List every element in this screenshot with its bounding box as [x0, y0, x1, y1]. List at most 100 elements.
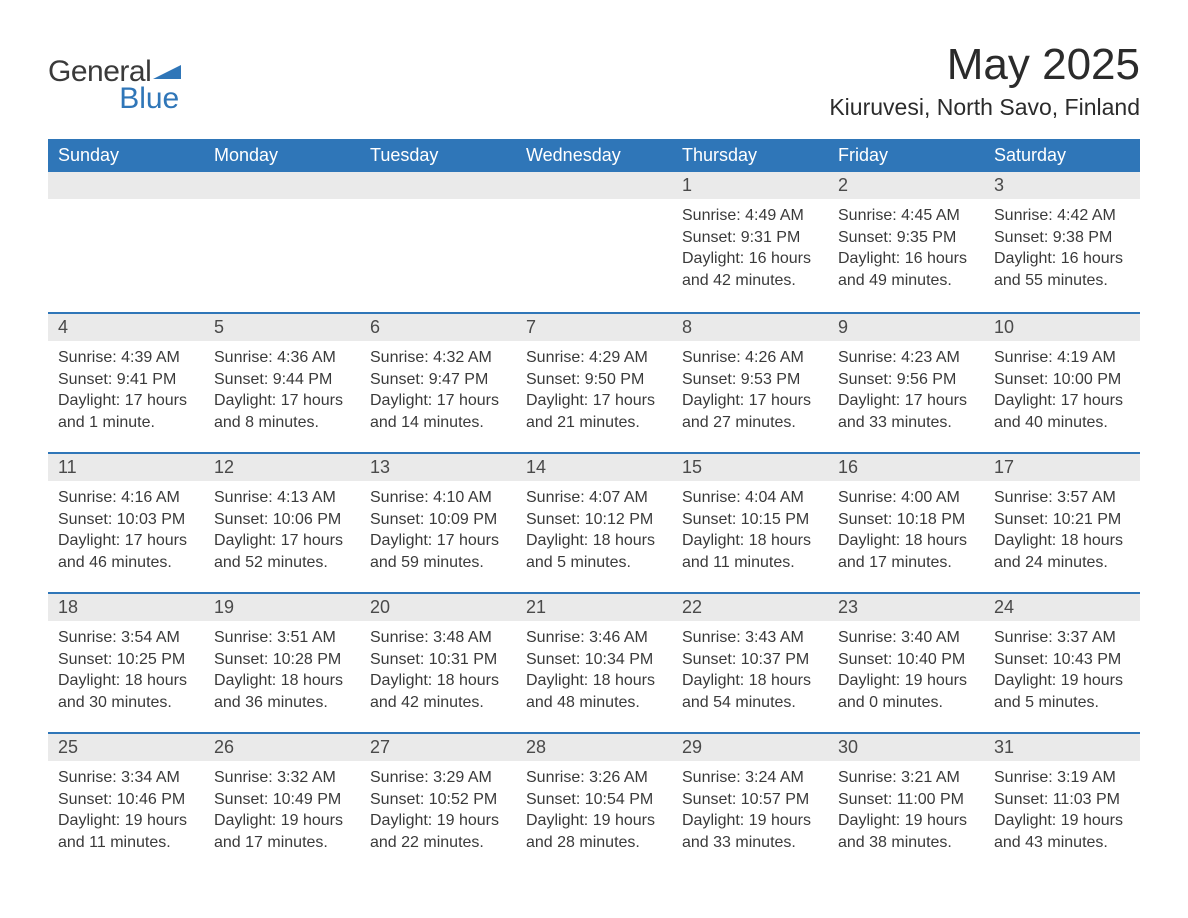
day-content: Sunrise: 3:43 AMSunset: 10:37 PMDaylight…	[672, 621, 828, 721]
day-daylight: Daylight: 17 hours and 14 minutes.	[370, 390, 506, 433]
day-daylight: Daylight: 19 hours and 5 minutes.	[994, 670, 1130, 713]
day-number: 16	[828, 454, 984, 481]
day-daylight: Daylight: 17 hours and 59 minutes.	[370, 530, 506, 573]
calendar-body: 1Sunrise: 4:49 AMSunset: 9:31 PMDaylight…	[48, 172, 1140, 872]
day-sunrise: Sunrise: 4:36 AM	[214, 347, 350, 369]
day-cell: 5Sunrise: 4:36 AMSunset: 9:44 PMDaylight…	[204, 312, 360, 452]
day-number: 18	[48, 594, 204, 621]
day-cell: 19Sunrise: 3:51 AMSunset: 10:28 PMDaylig…	[204, 592, 360, 732]
col-saturday: Saturday	[984, 139, 1140, 172]
day-daylight: Daylight: 19 hours and 22 minutes.	[370, 810, 506, 853]
page: General Blue May 2025 Kiuruvesi, North S…	[0, 0, 1188, 912]
week-row: 4Sunrise: 4:39 AMSunset: 9:41 PMDaylight…	[48, 312, 1140, 452]
week-row: 1Sunrise: 4:49 AMSunset: 9:31 PMDaylight…	[48, 172, 1140, 312]
day-sunset: Sunset: 10:18 PM	[838, 509, 974, 531]
day-daylight: Daylight: 17 hours and 40 minutes.	[994, 390, 1130, 433]
day-number: 25	[48, 734, 204, 761]
day-daylight: Daylight: 17 hours and 21 minutes.	[526, 390, 662, 433]
day-content: Sunrise: 4:10 AMSunset: 10:09 PMDaylight…	[360, 481, 516, 581]
day-daylight: Daylight: 18 hours and 30 minutes.	[58, 670, 194, 713]
day-sunset: Sunset: 10:52 PM	[370, 789, 506, 811]
header: General Blue May 2025 Kiuruvesi, North S…	[48, 40, 1140, 121]
day-sunset: Sunset: 9:50 PM	[526, 369, 662, 391]
day-number: 13	[360, 454, 516, 481]
calendar-table: Sunday Monday Tuesday Wednesday Thursday…	[48, 139, 1140, 872]
day-content: Sunrise: 3:51 AMSunset: 10:28 PMDaylight…	[204, 621, 360, 721]
day-content: Sunrise: 4:49 AMSunset: 9:31 PMDaylight:…	[672, 199, 828, 299]
day-number: 21	[516, 594, 672, 621]
day-content: Sunrise: 4:23 AMSunset: 9:56 PMDaylight:…	[828, 341, 984, 441]
day-cell: 2Sunrise: 4:45 AMSunset: 9:35 PMDaylight…	[828, 172, 984, 312]
day-sunrise: Sunrise: 4:19 AM	[994, 347, 1130, 369]
day-daylight: Daylight: 18 hours and 5 minutes.	[526, 530, 662, 573]
day-sunset: Sunset: 9:44 PM	[214, 369, 350, 391]
day-sunset: Sunset: 9:53 PM	[682, 369, 818, 391]
day-number: 11	[48, 454, 204, 481]
day-sunset: Sunset: 9:38 PM	[994, 227, 1130, 249]
day-cell: 24Sunrise: 3:37 AMSunset: 10:43 PMDaylig…	[984, 592, 1140, 732]
col-thursday: Thursday	[672, 139, 828, 172]
day-cell: 11Sunrise: 4:16 AMSunset: 10:03 PMDaylig…	[48, 452, 204, 592]
day-content: Sunrise: 4:26 AMSunset: 9:53 PMDaylight:…	[672, 341, 828, 441]
day-content: Sunrise: 4:36 AMSunset: 9:44 PMDaylight:…	[204, 341, 360, 441]
day-number: 6	[360, 314, 516, 341]
day-cell	[48, 172, 204, 312]
day-content: Sunrise: 4:45 AMSunset: 9:35 PMDaylight:…	[828, 199, 984, 299]
day-sunrise: Sunrise: 3:37 AM	[994, 627, 1130, 649]
day-sunrise: Sunrise: 4:04 AM	[682, 487, 818, 509]
day-number: 30	[828, 734, 984, 761]
day-number: 15	[672, 454, 828, 481]
day-cell: 15Sunrise: 4:04 AMSunset: 10:15 PMDaylig…	[672, 452, 828, 592]
day-cell: 10Sunrise: 4:19 AMSunset: 10:00 PMDaylig…	[984, 312, 1140, 452]
day-content: Sunrise: 3:32 AMSunset: 10:49 PMDaylight…	[204, 761, 360, 861]
day-cell: 28Sunrise: 3:26 AMSunset: 10:54 PMDaylig…	[516, 732, 672, 872]
day-daylight: Daylight: 16 hours and 42 minutes.	[682, 248, 818, 291]
day-sunrise: Sunrise: 4:23 AM	[838, 347, 974, 369]
day-cell: 8Sunrise: 4:26 AMSunset: 9:53 PMDaylight…	[672, 312, 828, 452]
day-sunrise: Sunrise: 3:32 AM	[214, 767, 350, 789]
day-sunrise: Sunrise: 3:48 AM	[370, 627, 506, 649]
day-sunrise: Sunrise: 4:26 AM	[682, 347, 818, 369]
day-daylight: Daylight: 18 hours and 54 minutes.	[682, 670, 818, 713]
day-daylight: Daylight: 18 hours and 11 minutes.	[682, 530, 818, 573]
day-sunset: Sunset: 10:25 PM	[58, 649, 194, 671]
day-sunrise: Sunrise: 3:51 AM	[214, 627, 350, 649]
logo: General Blue	[48, 40, 183, 116]
day-content: Sunrise: 4:07 AMSunset: 10:12 PMDaylight…	[516, 481, 672, 581]
day-number: 31	[984, 734, 1140, 761]
day-sunset: Sunset: 9:31 PM	[682, 227, 818, 249]
day-number: 20	[360, 594, 516, 621]
day-sunset: Sunset: 10:28 PM	[214, 649, 350, 671]
day-sunset: Sunset: 9:56 PM	[838, 369, 974, 391]
day-cell: 7Sunrise: 4:29 AMSunset: 9:50 PMDaylight…	[516, 312, 672, 452]
day-sunset: Sunset: 10:00 PM	[994, 369, 1130, 391]
day-number	[204, 172, 360, 199]
day-sunrise: Sunrise: 4:32 AM	[370, 347, 506, 369]
day-sunset: Sunset: 10:21 PM	[994, 509, 1130, 531]
day-sunrise: Sunrise: 3:21 AM	[838, 767, 974, 789]
day-sunrise: Sunrise: 4:07 AM	[526, 487, 662, 509]
col-friday: Friday	[828, 139, 984, 172]
day-daylight: Daylight: 19 hours and 28 minutes.	[526, 810, 662, 853]
day-sunrise: Sunrise: 4:39 AM	[58, 347, 194, 369]
day-number: 8	[672, 314, 828, 341]
day-cell: 31Sunrise: 3:19 AMSunset: 11:03 PMDaylig…	[984, 732, 1140, 872]
day-number: 1	[672, 172, 828, 199]
day-content: Sunrise: 3:34 AMSunset: 10:46 PMDaylight…	[48, 761, 204, 861]
day-sunset: Sunset: 9:35 PM	[838, 227, 974, 249]
day-content: Sunrise: 3:21 AMSunset: 11:00 PMDaylight…	[828, 761, 984, 861]
day-sunset: Sunset: 10:06 PM	[214, 509, 350, 531]
week-row: 25Sunrise: 3:34 AMSunset: 10:46 PMDaylig…	[48, 732, 1140, 872]
day-sunrise: Sunrise: 4:16 AM	[58, 487, 194, 509]
week-row: 11Sunrise: 4:16 AMSunset: 10:03 PMDaylig…	[48, 452, 1140, 592]
day-number: 7	[516, 314, 672, 341]
day-daylight: Daylight: 17 hours and 8 minutes.	[214, 390, 350, 433]
day-cell: 4Sunrise: 4:39 AMSunset: 9:41 PMDaylight…	[48, 312, 204, 452]
day-sunrise: Sunrise: 3:24 AM	[682, 767, 818, 789]
day-content: Sunrise: 3:54 AMSunset: 10:25 PMDaylight…	[48, 621, 204, 721]
day-cell: 18Sunrise: 3:54 AMSunset: 10:25 PMDaylig…	[48, 592, 204, 732]
day-cell: 16Sunrise: 4:00 AMSunset: 10:18 PMDaylig…	[828, 452, 984, 592]
day-number: 26	[204, 734, 360, 761]
weekday-header-row: Sunday Monday Tuesday Wednesday Thursday…	[48, 139, 1140, 172]
day-daylight: Daylight: 18 hours and 24 minutes.	[994, 530, 1130, 573]
